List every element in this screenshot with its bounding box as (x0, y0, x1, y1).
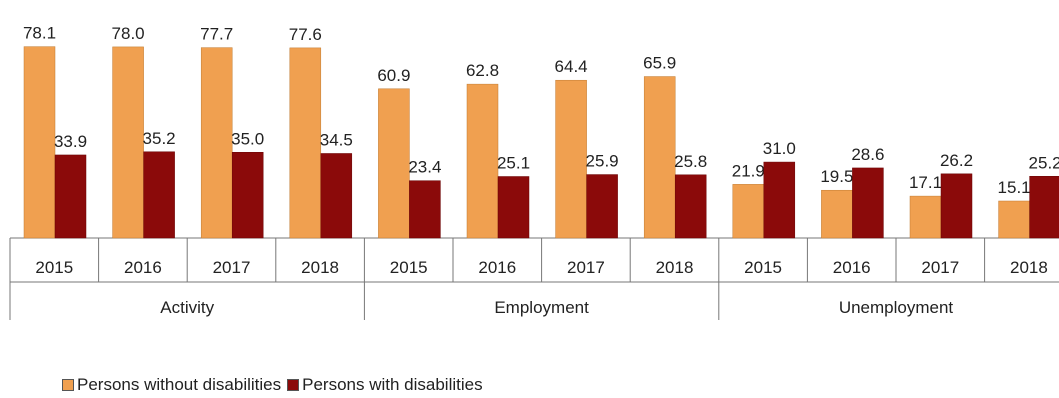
value-label-with-4: 23.4 (408, 158, 441, 177)
legend-label-with: Persons with disabilities (302, 375, 483, 394)
bar-with-1 (143, 151, 175, 239)
bar-without-0 (23, 46, 56, 239)
value-label-without-5: 62.8 (466, 61, 499, 80)
bar-without-8 (732, 184, 765, 239)
bar-with-11 (1029, 176, 1059, 239)
value-label-with-0: 33.9 (54, 132, 87, 151)
legend-label-without: Persons without disabilities (77, 375, 282, 394)
value-label-with-11: 25.2 (1029, 153, 1059, 172)
legend-swatch-with (287, 379, 300, 391)
group-label-activity: Activity (160, 298, 214, 317)
bar-with-9 (852, 167, 884, 239)
bar-without-11 (998, 200, 1030, 239)
tick-label-6: 2017 (567, 258, 605, 277)
legend-item-without: Persons without disabilities (62, 375, 281, 395)
value-label-with-3: 34.5 (320, 130, 353, 149)
bar-with-3 (320, 153, 353, 239)
tick-label-9: 2016 (833, 258, 871, 277)
tick-label-10: 2017 (921, 258, 959, 277)
value-label-with-6: 25.9 (586, 152, 619, 171)
value-label-without-9: 19.5 (820, 167, 853, 186)
value-label-without-7: 65.9 (643, 54, 676, 73)
bar-with-2 (231, 152, 264, 239)
bar-without-7 (643, 76, 676, 239)
value-label-with-1: 35.2 (143, 129, 176, 148)
group-label-unemployment: Unemployment (839, 298, 954, 317)
bar-with-10 (940, 173, 973, 239)
legend-item-with: Persons with disabilities (287, 375, 483, 395)
bar-without-1 (112, 46, 144, 239)
value-label-without-6: 64.4 (555, 57, 588, 76)
value-label-with-8: 31.0 (763, 139, 796, 158)
value-label-with-5: 25.1 (497, 154, 530, 173)
bar-without-5 (466, 83, 499, 239)
value-label-without-8: 21.9 (732, 161, 765, 180)
value-label-without-1: 78.0 (112, 24, 145, 43)
value-label-without-10: 17.1 (909, 173, 942, 192)
bar-with-6 (586, 174, 618, 239)
value-label-with-2: 35.0 (231, 129, 264, 148)
value-label-without-4: 60.9 (377, 66, 410, 85)
legend-swatch-without (62, 379, 74, 391)
tick-label-4: 2015 (390, 258, 428, 277)
group-label-employment: Employment (494, 298, 589, 317)
tick-label-5: 2016 (478, 258, 516, 277)
bar-with-4 (409, 180, 441, 239)
bar-without-2 (200, 47, 233, 239)
tick-label-0: 2015 (35, 258, 73, 277)
bar-without-3 (289, 47, 322, 239)
tick-label-2: 2017 (213, 258, 251, 277)
value-label-with-10: 26.2 (940, 151, 973, 170)
bar-without-4 (378, 88, 410, 239)
value-label-with-9: 28.6 (851, 145, 884, 164)
bar-with-7 (674, 174, 707, 239)
value-label-without-11: 15.1 (998, 178, 1031, 197)
bar-without-10 (909, 195, 942, 239)
tick-label-7: 2018 (656, 258, 694, 277)
tick-label-1: 2016 (124, 258, 162, 277)
bar-without-9 (821, 189, 853, 239)
bar-with-8 (763, 161, 796, 239)
bar-with-0 (54, 154, 87, 239)
bar-without-6 (555, 79, 587, 239)
value-label-with-7: 25.8 (674, 152, 707, 171)
value-label-without-0: 78.1 (23, 24, 56, 43)
tick-label-3: 2018 (301, 258, 339, 277)
legend: Persons without disabilities Persons wit… (62, 373, 483, 397)
bar-with-5 (497, 176, 530, 239)
value-label-without-3: 77.6 (289, 25, 322, 44)
tick-label-8: 2015 (744, 258, 782, 277)
tick-label-11: 2018 (1010, 258, 1048, 277)
value-label-without-2: 77.7 (200, 25, 233, 44)
